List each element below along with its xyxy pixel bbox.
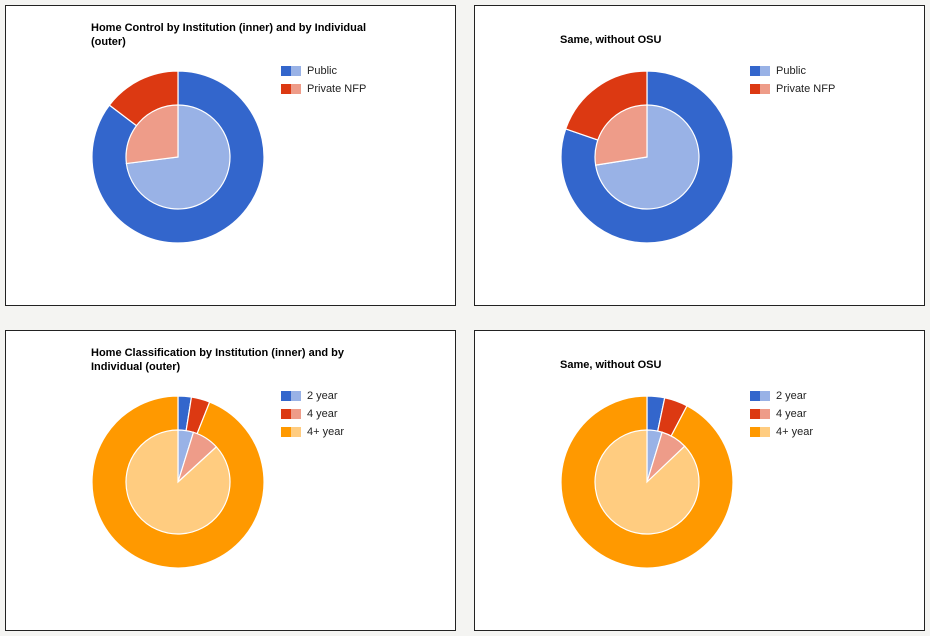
legend-swatch-outer [281, 66, 291, 76]
chart-title: Same, without OSU [560, 359, 662, 371]
legend-label: 4 year [307, 408, 338, 420]
legend-swatch-inner [760, 427, 770, 437]
nested-pie [91, 395, 265, 569]
chart-panel-1: Home Control by Institution (inner) and … [5, 5, 456, 306]
legend-swatch-outer [750, 391, 760, 401]
legend-item[interactable]: 4 year [281, 405, 344, 423]
legend-label: Public [307, 65, 337, 77]
legend-item[interactable]: Public [281, 62, 366, 80]
legend-item[interactable]: 2 year [750, 387, 813, 405]
legend-swatch-outer [281, 409, 291, 419]
legend-item[interactable]: Private NFP [750, 80, 835, 98]
inner-slice-private-nfp[interactable] [594, 104, 648, 166]
legend-swatch-outer [281, 391, 291, 401]
legend-item[interactable]: 2 year [281, 387, 344, 405]
legend-swatch-outer [750, 409, 760, 419]
legend-item[interactable]: 4+ year [750, 423, 813, 441]
nested-pie [560, 395, 734, 569]
legend-label: 4+ year [776, 426, 813, 438]
chart-panel-4: Same, without OSU 2 year 4 year 4+ year [474, 330, 925, 631]
legend-label: 4+ year [307, 426, 344, 438]
chart-panel-2: Same, without OSU Public Private NFP [474, 5, 925, 306]
legend-swatch-inner [760, 84, 770, 94]
outer-slice-public[interactable] [560, 70, 734, 244]
legend-swatch-inner [760, 391, 770, 401]
chart-title: Home Control by Institution (inner) and … [91, 22, 366, 48]
legend-item[interactable]: Public [750, 62, 835, 80]
legend: 2 year 4 year 4+ year [281, 387, 344, 441]
legend: Public Private NFP [750, 62, 835, 98]
inner-slice-4-year[interactable] [594, 429, 700, 535]
legend-swatch-outer [281, 427, 291, 437]
legend-swatch-inner [291, 84, 301, 94]
inner-slice-4-year[interactable] [125, 429, 231, 535]
legend-label: Public [776, 65, 806, 77]
legend-label: Private NFP [307, 83, 367, 95]
legend-item[interactable]: 4 year [750, 405, 813, 423]
legend-swatch-inner [291, 427, 301, 437]
nested-pie [560, 70, 734, 244]
legend-swatch-inner [760, 409, 770, 419]
legend-swatch-inner [291, 66, 301, 76]
legend: Public Private NFP [281, 62, 366, 98]
chart-panel-3: Home Classification by Institution (inne… [5, 330, 456, 631]
legend-item[interactable]: Private NFP [281, 80, 366, 98]
legend-swatch-outer [750, 84, 760, 94]
legend-label: 4 year [776, 408, 807, 420]
legend-swatch-outer [750, 427, 760, 437]
legend: 2 year 4 year 4+ year [750, 387, 813, 441]
nested-pie [91, 70, 265, 244]
legend-swatch-inner [291, 391, 301, 401]
legend-swatch-outer [750, 66, 760, 76]
legend-swatch-inner [291, 409, 301, 419]
inner-slice-private-nfp[interactable] [125, 104, 179, 165]
legend-swatch-outer [281, 84, 291, 94]
legend-swatch-inner [760, 66, 770, 76]
chart-title: Same, without OSU [560, 34, 662, 46]
legend-label: 2 year [776, 390, 807, 402]
legend-label: 2 year [307, 390, 338, 402]
legend-item[interactable]: 4+ year [281, 423, 344, 441]
chart-title: Home Classification by Institution (inne… [91, 347, 345, 373]
legend-label: Private NFP [776, 83, 836, 95]
